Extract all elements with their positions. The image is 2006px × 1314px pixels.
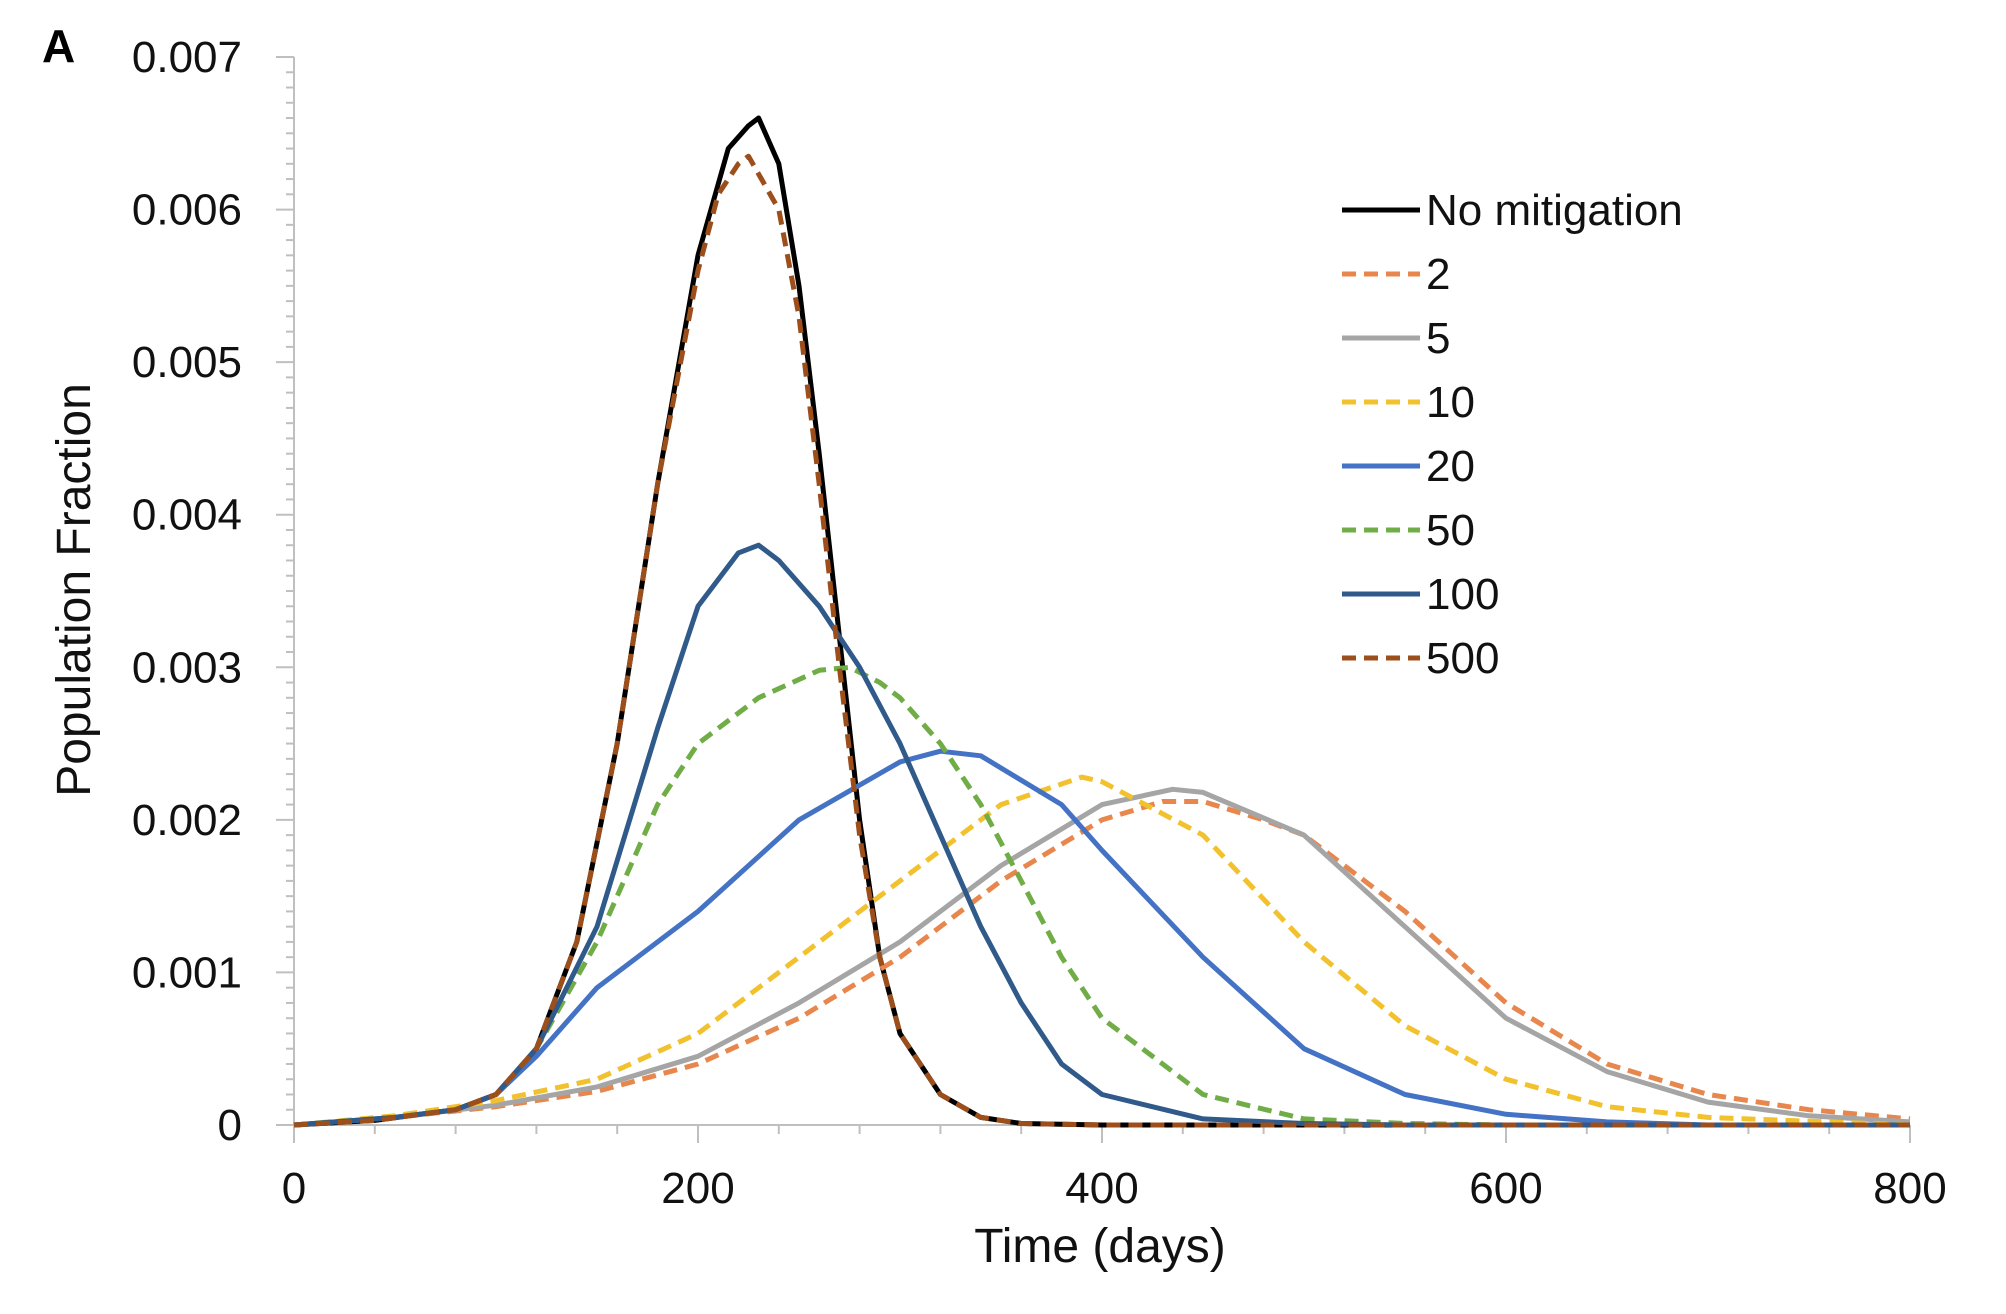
series-line-500	[293, 153, 1910, 1128]
y-axis-title: Population Fraction	[48, 383, 101, 797]
y-axis: 0 0.001 0.002 0.003 0.004 0.005 0.006 0.007	[132, 33, 295, 1150]
legend-label: 5	[1426, 314, 1450, 363]
y-tick-label: 0.007	[132, 33, 242, 82]
series-line-100	[293, 542, 1910, 1128]
x-tick-label: 400	[1065, 1164, 1138, 1213]
legend-label: 2	[1426, 250, 1450, 299]
x-axis-title: Time (days)	[974, 1220, 1226, 1273]
series-line-10	[293, 774, 1911, 1128]
x-tick-label: 800	[1873, 1164, 1946, 1213]
legend-label: 500	[1426, 634, 1499, 683]
y-tick-label: 0	[218, 1101, 242, 1150]
series-line-5	[293, 786, 1911, 1128]
legend-label: 20	[1426, 442, 1475, 491]
y-tick-label: 0.001	[132, 948, 242, 997]
legend-label: 50	[1426, 506, 1475, 555]
series-lines	[293, 115, 1911, 1128]
legend-label: 100	[1426, 570, 1499, 619]
y-tick-label: 0.006	[132, 186, 242, 235]
y-tick-label: 0.003	[132, 643, 242, 692]
legend-label: 10	[1426, 378, 1475, 427]
x-tick-label: 0	[282, 1164, 306, 1213]
y-tick-label: 0.002	[132, 796, 242, 845]
x-tick-label: 200	[661, 1164, 734, 1213]
series-line-2	[293, 799, 1911, 1128]
x-axis: 0 200 400 600 800	[282, 1124, 1947, 1213]
series-line-no-mitigation	[293, 115, 1910, 1128]
legend-label: No mitigation	[1426, 186, 1683, 235]
panel-label: A	[42, 20, 75, 72]
legend: No mitigation 2 5 10 20 50 100 500	[1342, 186, 1683, 683]
y-tick-label: 0.005	[132, 338, 242, 387]
y-tick-label: 0.004	[132, 491, 242, 540]
x-tick-label: 600	[1469, 1164, 1542, 1213]
